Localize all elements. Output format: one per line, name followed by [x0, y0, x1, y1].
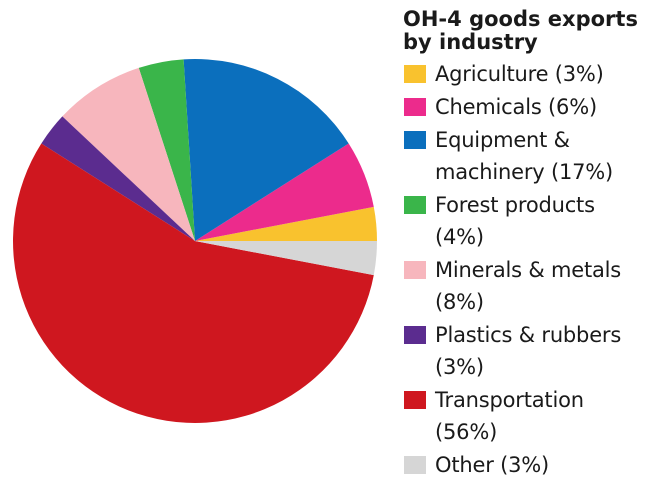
legend-swatch-6	[404, 391, 426, 409]
legend-item-3: Forest products (4%)	[401, 189, 667, 253]
legend-item-4: Minerals & metals (8%)	[401, 254, 667, 318]
legend-swatch-7	[404, 456, 426, 474]
legend-label-6: Transportation (56%)	[435, 388, 584, 444]
pie-chart	[13, 59, 377, 423]
pie-slice-3	[138, 59, 195, 241]
pie-slice-6	[13, 143, 374, 423]
legend-swatch-1	[404, 98, 426, 116]
legend-item-5: Plastics & rubbers (3%)	[401, 319, 667, 383]
legend-item-6: Transportation (56%)	[401, 384, 667, 448]
legend-swatch-0	[404, 65, 426, 83]
legend-item-2: Equipment & machinery (17%)	[401, 124, 667, 188]
legend-swatch-2	[404, 131, 426, 149]
legend-label-4: Minerals & metals (8%)	[435, 258, 622, 314]
legend-label-1: Chemicals (6%)	[435, 95, 597, 119]
legend-item-7: Other (3%)	[401, 449, 667, 481]
legend-swatch-3	[404, 196, 426, 214]
legend-item-0: Agriculture (3%)	[401, 58, 667, 90]
chart-title: OH-4 goods exports by industry	[403, 7, 638, 54]
legend-list: Agriculture (3%) Chemicals (6%) Equipment …	[401, 58, 667, 481]
legend-item-1: Chemicals (6%)	[401, 91, 667, 123]
pie-slice-5	[41, 116, 195, 241]
legend-label-3: Forest products (4%)	[435, 193, 595, 249]
legend-label-0: Agriculture (3%)	[435, 62, 604, 86]
pie-slice-1	[195, 143, 374, 241]
legend: OH-4 goods exports by industry Agricultu…	[401, 8, 667, 482]
pie-slice-4	[62, 67, 195, 241]
pie-slice-2	[183, 59, 349, 242]
legend-swatch-5	[404, 326, 426, 344]
pie-slice-7	[195, 241, 377, 276]
pie-slice-0	[195, 206, 377, 241]
legend-swatch-4	[404, 261, 426, 279]
legend-label-2: Equipment & machinery (17%)	[435, 128, 614, 184]
legend-label-5: Plastics & rubbers (3%)	[435, 323, 622, 379]
legend-label-7: Other (3%)	[435, 453, 550, 477]
